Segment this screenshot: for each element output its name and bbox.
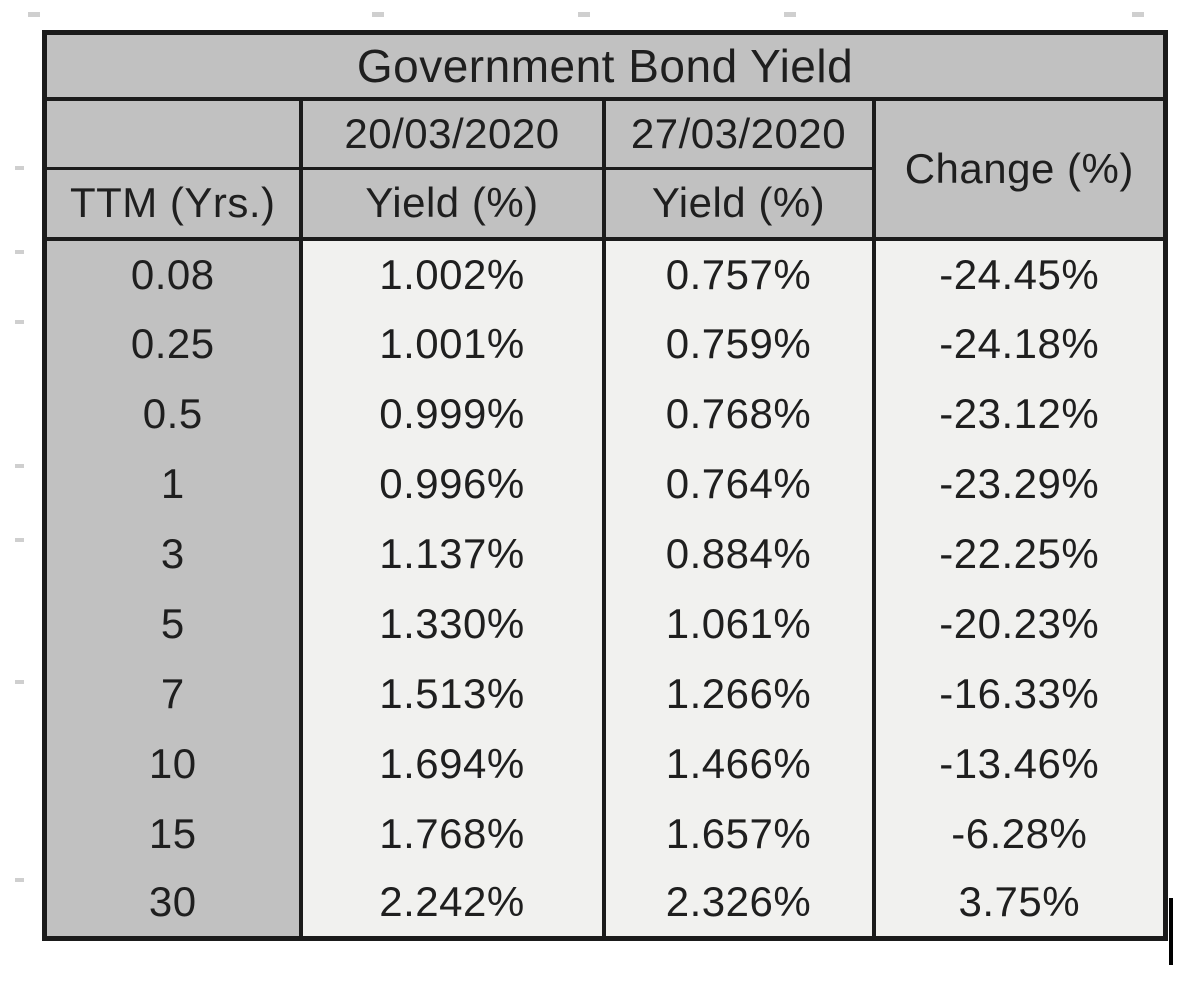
yield2-value-cell: 2.326% bbox=[601, 868, 876, 939]
yield2-value-cell: 0.768% bbox=[601, 378, 876, 449]
table-row: 1 0.996% 0.764% -23.29% bbox=[42, 448, 1168, 519]
yield1-value-cell: 1.137% bbox=[298, 518, 606, 589]
change-value-cell: -13.46% bbox=[871, 728, 1168, 799]
government-bond-yield-table: Government Bond Yield 20/03/2020 27/03/2… bbox=[42, 30, 1169, 941]
column-header-date-1: 20/03/2020 bbox=[298, 98, 606, 170]
ttm-value-cell: 0.25 bbox=[42, 308, 303, 379]
gridline-tick bbox=[578, 12, 590, 17]
yield1-value-cell: 1.330% bbox=[298, 588, 606, 659]
yield1-value-cell: 1.513% bbox=[298, 658, 606, 729]
table-row: 30 2.242% 2.326% 3.75% bbox=[42, 868, 1168, 939]
ttm-value-cell: 1 bbox=[42, 448, 303, 519]
title-row: Government Bond Yield bbox=[44, 32, 1166, 101]
ttm-value-cell: 3 bbox=[42, 518, 303, 589]
yield2-value-cell: 0.757% bbox=[601, 238, 876, 309]
change-value-cell: -23.29% bbox=[871, 448, 1168, 519]
table-body: 0.08 1.002% 0.757% -24.45% 0.25 1.001% 0… bbox=[42, 238, 1168, 939]
gridline-tick bbox=[28, 12, 40, 17]
column-header-ttm: TTM (Yrs.) bbox=[42, 168, 303, 241]
gridline-tick bbox=[15, 250, 24, 254]
ttm-value-cell: 0.08 bbox=[42, 238, 303, 309]
gridline-tick bbox=[15, 878, 24, 882]
table-row: 3 1.137% 0.884% -22.25% bbox=[42, 518, 1168, 589]
text-cursor-artifact bbox=[1169, 898, 1173, 965]
column-header-yield-2: Yield (%) bbox=[601, 168, 876, 241]
yield1-value-cell: 0.996% bbox=[298, 448, 606, 519]
yield2-value-cell: 1.657% bbox=[601, 798, 876, 869]
change-value-cell: -20.23% bbox=[871, 588, 1168, 659]
change-value-cell: -6.28% bbox=[871, 798, 1168, 869]
table-row: 0.25 1.001% 0.759% -24.18% bbox=[42, 308, 1168, 379]
corner-empty-cell bbox=[42, 98, 303, 170]
table-row: 7 1.513% 1.266% -16.33% bbox=[42, 658, 1168, 729]
yield1-value-cell: 1.768% bbox=[298, 798, 606, 869]
header-dates-row: 20/03/2020 27/03/2020 Change (%) bbox=[42, 98, 1168, 241]
yield2-value-cell: 0.759% bbox=[601, 308, 876, 379]
table-title: Government Bond Yield bbox=[44, 32, 1166, 101]
column-header-yield-1: Yield (%) bbox=[298, 168, 606, 241]
gridline-tick bbox=[15, 538, 24, 542]
change-value-cell: -22.25% bbox=[871, 518, 1168, 589]
yield1-value-cell: 0.999% bbox=[298, 378, 606, 449]
change-value-cell: -23.12% bbox=[871, 378, 1168, 449]
gridline-tick bbox=[784, 12, 796, 17]
gridline-tick bbox=[15, 320, 24, 324]
ttm-value-cell: 5 bbox=[42, 588, 303, 659]
change-value-cell: -24.18% bbox=[871, 308, 1168, 379]
gridline-tick bbox=[1132, 12, 1144, 17]
ttm-value-cell: 0.5 bbox=[42, 378, 303, 449]
yield2-value-cell: 1.061% bbox=[601, 588, 876, 659]
yield1-value-cell: 1.001% bbox=[298, 308, 606, 379]
gridline-tick bbox=[372, 12, 384, 17]
yield2-value-cell: 1.466% bbox=[601, 728, 876, 799]
yield1-value-cell: 1.002% bbox=[298, 238, 606, 309]
gridline-tick bbox=[15, 166, 24, 170]
yield1-value-cell: 1.694% bbox=[298, 728, 606, 799]
ttm-value-cell: 10 bbox=[42, 728, 303, 799]
ttm-value-cell: 15 bbox=[42, 798, 303, 869]
yield2-value-cell: 0.884% bbox=[601, 518, 876, 589]
table-row: 5 1.330% 1.061% -20.23% bbox=[42, 588, 1168, 659]
table-row: 15 1.768% 1.657% -6.28% bbox=[42, 798, 1168, 869]
table-row: 0.08 1.002% 0.757% -24.45% bbox=[42, 238, 1168, 309]
change-value-cell: -24.45% bbox=[871, 238, 1168, 309]
header-labels-row: TTM (Yrs.) Yield (%) Yield (%) bbox=[42, 168, 1166, 241]
gridline-tick bbox=[15, 680, 24, 684]
yield1-value-cell: 2.242% bbox=[298, 868, 606, 939]
yield2-value-cell: 1.266% bbox=[601, 658, 876, 729]
change-value-cell: -16.33% bbox=[871, 658, 1168, 729]
yield2-value-cell: 0.764% bbox=[601, 448, 876, 519]
ttm-value-cell: 7 bbox=[42, 658, 303, 729]
ttm-value-cell: 30 bbox=[42, 868, 303, 939]
column-header-date-2: 27/03/2020 bbox=[601, 98, 876, 170]
column-header-change: Change (%) bbox=[871, 98, 1168, 241]
gridline-tick bbox=[15, 464, 24, 468]
table-row: 10 1.694% 1.466% -13.46% bbox=[42, 728, 1168, 799]
change-value-cell: 3.75% bbox=[871, 868, 1168, 939]
table-row: 0.5 0.999% 0.768% -23.12% bbox=[42, 378, 1168, 449]
